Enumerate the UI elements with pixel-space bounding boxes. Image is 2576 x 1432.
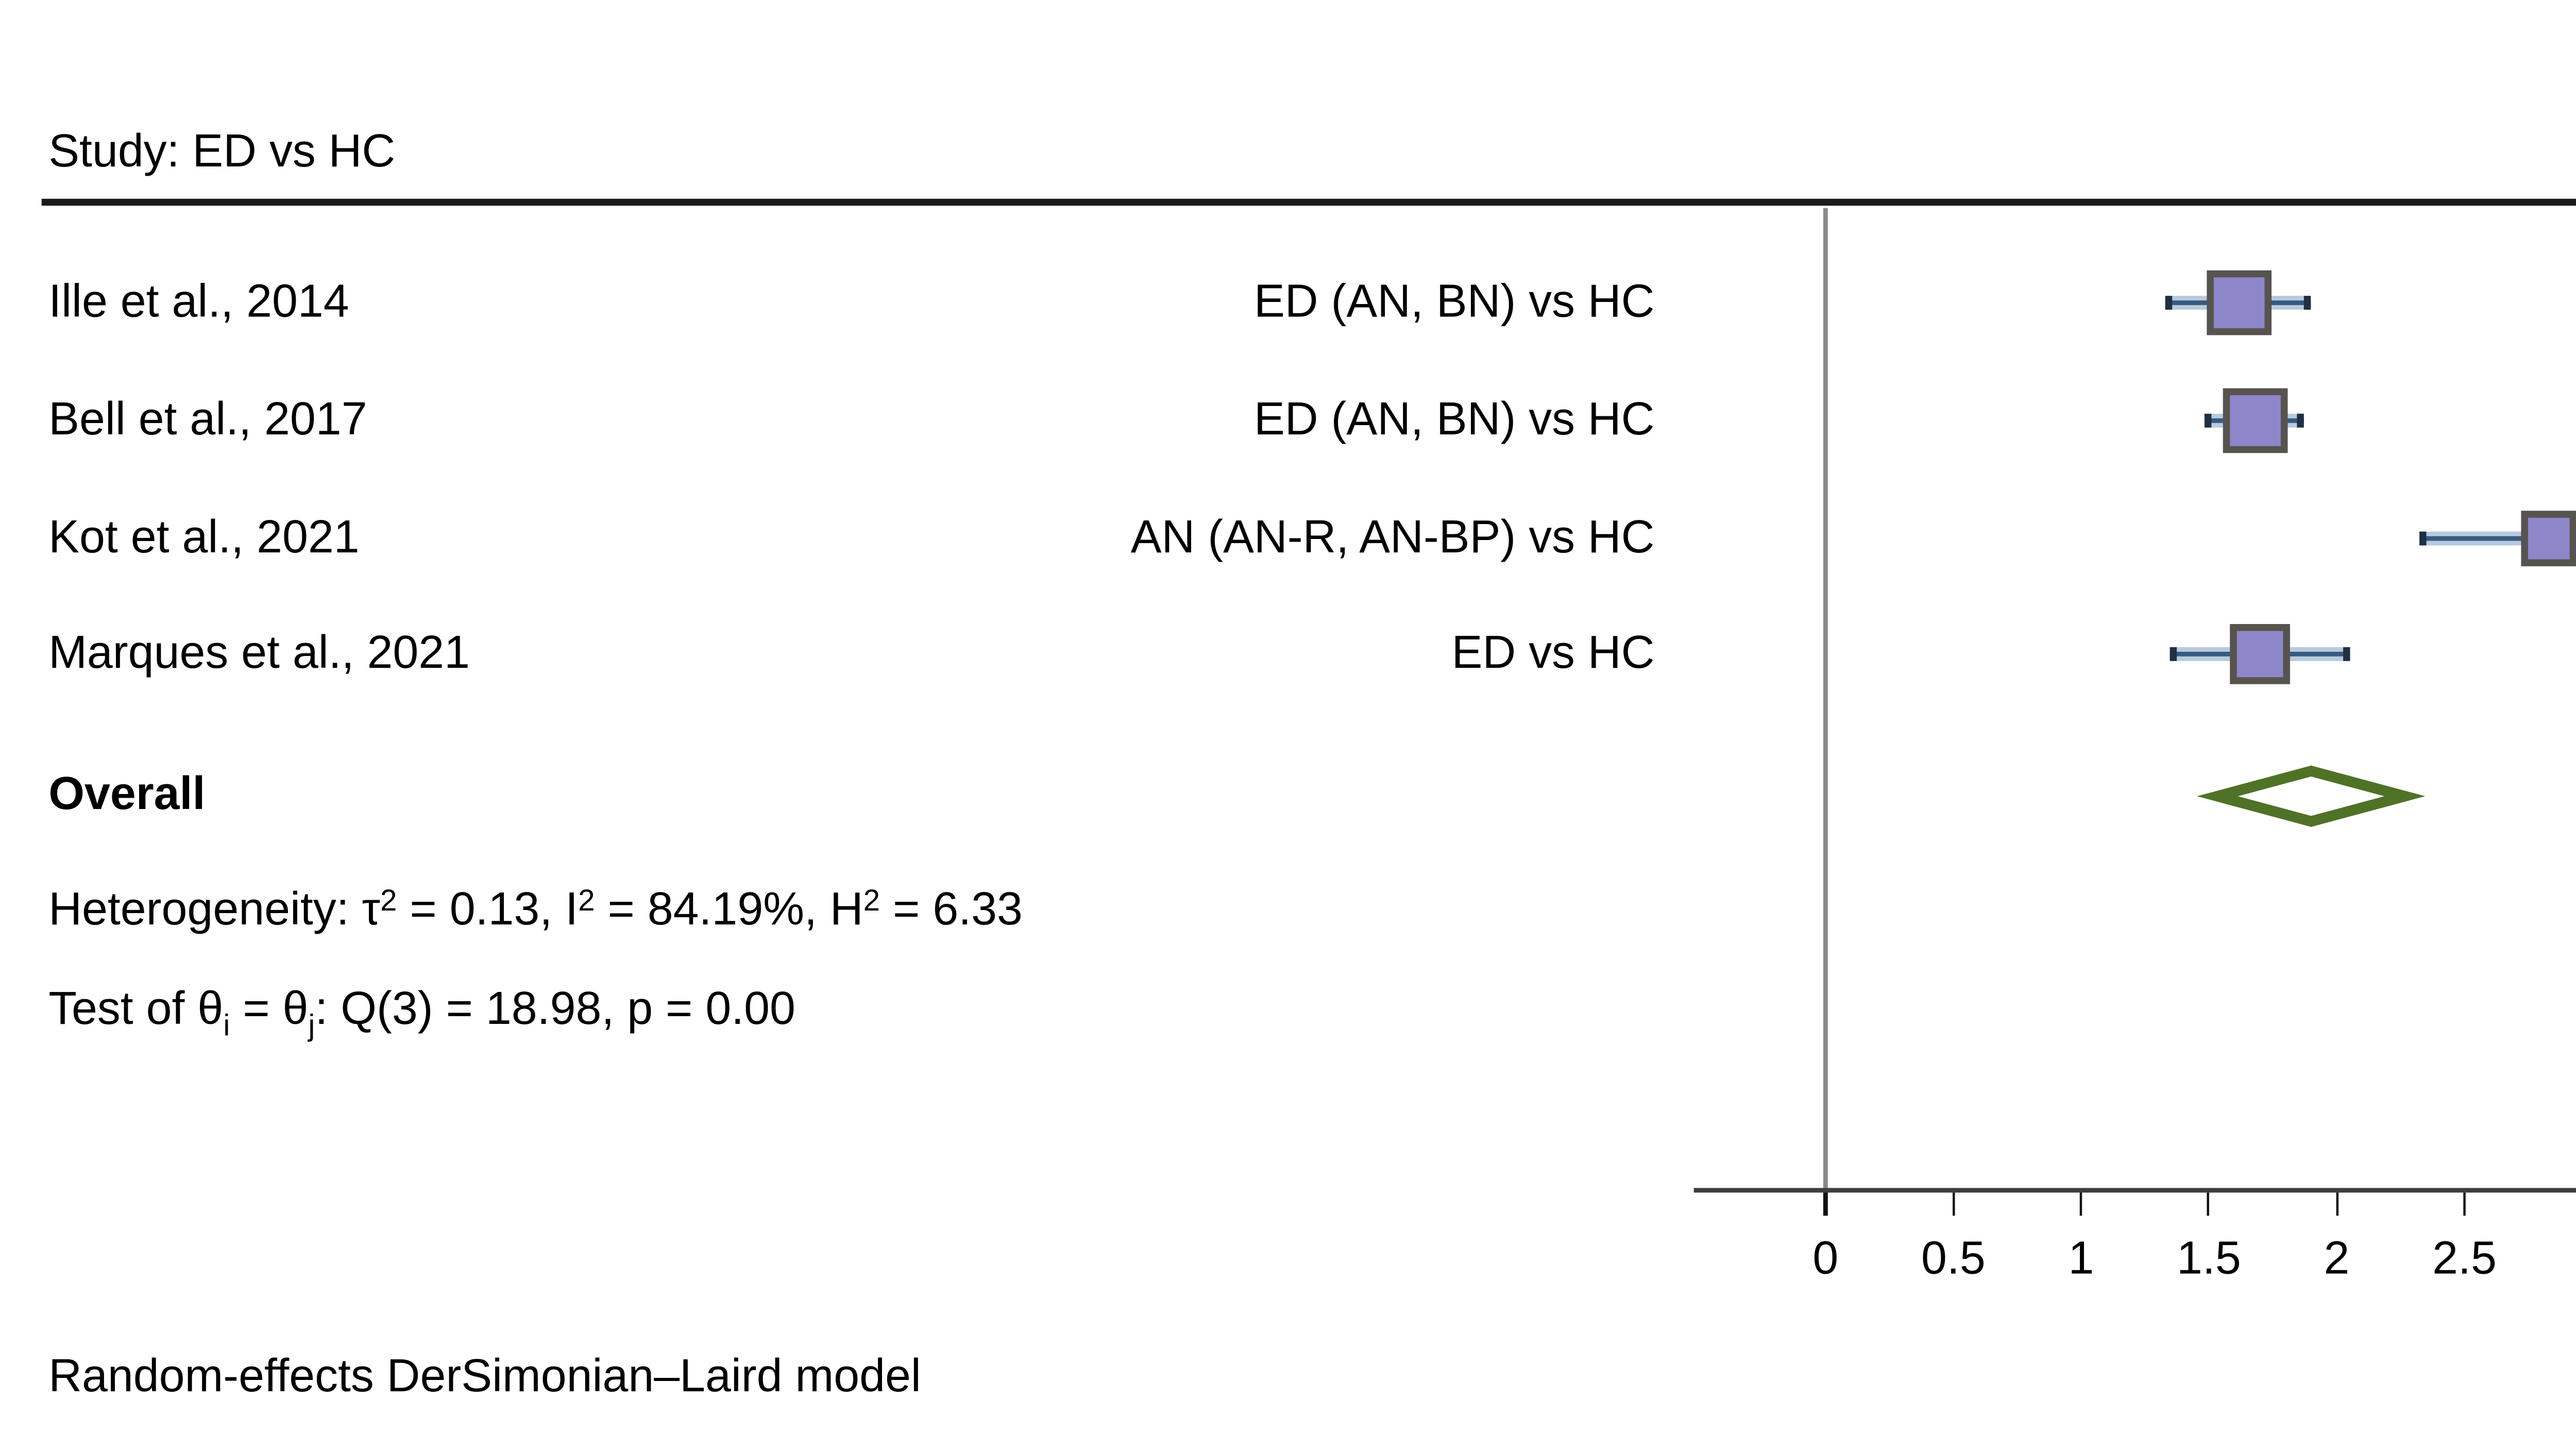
x-axis-tick-label: 0 (1812, 1234, 1839, 1285)
x-axis-tick-label: 2 (2324, 1234, 2350, 1285)
study-label: Kot et al., 2021 (48, 513, 360, 564)
header-rule (41, 198, 2576, 207)
zero-reference-line (1824, 208, 1827, 1190)
x-axis-tick-label: 0.5 (1921, 1234, 1986, 1285)
overall-diamond-outline (2197, 764, 2426, 826)
comparison-label: ED (AN, BN) vs HC (1253, 277, 1655, 328)
x-axis-tick (2463, 1192, 2466, 1215)
test-text-2: = θ (230, 984, 309, 1036)
study-label: Marques et al., 2021 (48, 628, 470, 680)
x-axis-tick (1824, 1192, 1827, 1215)
test-text: Test of θ (48, 984, 224, 1036)
effect-square-marker (2208, 271, 2272, 334)
x-axis-tick (1952, 1192, 1955, 1215)
x-axis-tick (2207, 1192, 2211, 1215)
het-text-4: = 6.33 (880, 885, 1023, 936)
ci-cap-right (2296, 413, 2303, 428)
x-axis-tick (2335, 1192, 2338, 1215)
x-axis-tick-label: 1 (2068, 1234, 2094, 1285)
het-sup-i: 2 (578, 883, 595, 918)
ci-cap-left (2418, 531, 2426, 546)
comparison-label: ED vs HC (1451, 628, 1655, 680)
het-text: Heterogeneity: τ (48, 885, 381, 936)
overall-label: Overall (48, 769, 206, 821)
ci-cap-left (2165, 296, 2173, 310)
comparison-label: AN (AN-R, AN-BP) vs HC (1130, 513, 1655, 564)
test-sub-i: i (223, 1007, 230, 1042)
study-column-header: Study: ED vs HC (48, 127, 396, 178)
study-label: Ille et al., 2014 (48, 277, 349, 328)
x-axis-tick-label: 3 (2541, 1234, 2576, 1285)
het-text-3: = 84.19%, H (595, 885, 863, 936)
ci-cap-left (2170, 647, 2178, 661)
study-label: Bell et al., 2017 (48, 395, 367, 446)
heterogeneity-stats: Heterogeneity: τ2 = 0.13, I2 = 84.19%, H… (48, 876, 1023, 936)
het-sup-tau: 2 (380, 883, 397, 918)
ci-cap-left (2204, 413, 2211, 428)
x-axis-line (1693, 1187, 2576, 1193)
effect-square-marker (2521, 511, 2576, 566)
overall-diamond-marker (2197, 764, 2426, 826)
test-sub-j: j (308, 1007, 315, 1042)
ci-cap-right (2303, 296, 2311, 310)
comparison-label: ED (AN, BN) vs HC (1253, 395, 1655, 446)
test-text-3: : Q(3) = 18.98, p = 0.00 (315, 984, 795, 1036)
x-axis-tick-label: 1.5 (2177, 1234, 2241, 1285)
x-axis-tick-label: 2.5 (2432, 1234, 2497, 1285)
het-text-2: = 0.13, I (397, 885, 579, 936)
ci-cap-right (2342, 647, 2350, 661)
effect-square-marker (2229, 624, 2291, 685)
effect-square-marker (2222, 388, 2288, 454)
het-sup-h: 2 (863, 883, 880, 918)
homogeneity-test-stats: Test of θi = θj: Q(3) = 18.98, p = 0.00 (48, 985, 795, 1052)
model-note: Random-effects DerSimonian–Laird model (48, 1352, 921, 1403)
x-axis-tick (2079, 1192, 2083, 1215)
